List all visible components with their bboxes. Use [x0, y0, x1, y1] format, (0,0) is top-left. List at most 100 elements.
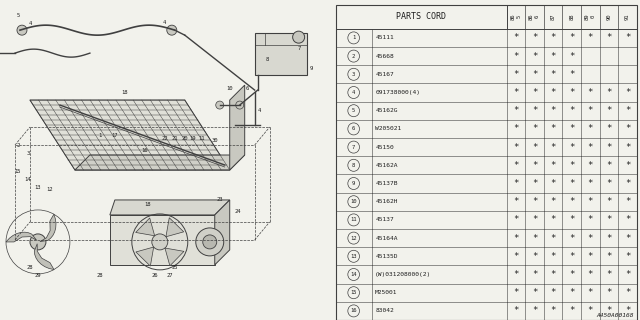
Text: *: * — [606, 88, 612, 97]
Text: 45135D: 45135D — [375, 254, 397, 259]
Text: *: * — [588, 124, 593, 133]
Text: 18: 18 — [145, 203, 151, 207]
Circle shape — [30, 234, 46, 250]
Text: *: * — [588, 33, 593, 42]
Text: *: * — [606, 106, 612, 115]
Text: *: * — [606, 288, 612, 297]
Text: 1: 1 — [99, 132, 102, 138]
Text: 27: 27 — [166, 273, 173, 278]
Text: 11: 11 — [351, 217, 357, 222]
Text: 88: 88 — [569, 13, 574, 20]
Polygon shape — [110, 200, 230, 215]
Text: *: * — [625, 143, 630, 152]
Text: *: * — [588, 161, 593, 170]
Text: *: * — [625, 270, 630, 279]
Text: 9: 9 — [352, 181, 355, 186]
Text: *: * — [625, 124, 630, 133]
Polygon shape — [136, 247, 154, 266]
Circle shape — [216, 101, 224, 109]
Text: 12: 12 — [47, 188, 53, 192]
Text: *: * — [532, 70, 537, 79]
Circle shape — [203, 235, 217, 249]
Text: 20: 20 — [182, 136, 188, 140]
Text: *: * — [625, 33, 630, 42]
Text: *: * — [569, 143, 574, 152]
Circle shape — [152, 234, 168, 250]
Text: 1: 1 — [352, 36, 355, 40]
Text: *: * — [513, 70, 518, 79]
Text: 18: 18 — [122, 90, 128, 95]
Text: *: * — [550, 33, 556, 42]
Text: *: * — [532, 288, 537, 297]
Text: *: * — [606, 234, 612, 243]
Text: *: * — [588, 252, 593, 261]
Text: *: * — [550, 124, 556, 133]
Text: *: * — [532, 252, 537, 261]
Text: W205021: W205021 — [375, 126, 401, 132]
Text: *: * — [532, 33, 537, 42]
Circle shape — [167, 25, 177, 35]
Text: 4: 4 — [258, 108, 261, 113]
Text: 24: 24 — [234, 209, 241, 214]
Text: 45162G: 45162G — [375, 108, 397, 113]
Polygon shape — [230, 85, 244, 170]
Text: *: * — [625, 252, 630, 261]
Polygon shape — [165, 248, 184, 266]
Text: *: * — [513, 179, 518, 188]
Text: *: * — [588, 88, 593, 97]
Text: *: * — [606, 161, 612, 170]
Polygon shape — [110, 215, 215, 265]
Text: *: * — [606, 33, 612, 42]
Text: 4: 4 — [28, 21, 31, 26]
Text: *: * — [513, 215, 518, 224]
Text: 22: 22 — [161, 136, 168, 140]
Text: 30: 30 — [211, 138, 218, 142]
Text: *: * — [550, 288, 556, 297]
Text: 45668: 45668 — [375, 53, 394, 59]
Text: *: * — [625, 288, 630, 297]
Text: 7: 7 — [298, 46, 301, 51]
Text: 10: 10 — [227, 85, 233, 91]
Text: 45162H: 45162H — [375, 199, 397, 204]
Text: *: * — [569, 70, 574, 79]
Circle shape — [292, 31, 305, 43]
Text: *: * — [625, 88, 630, 97]
Text: 16: 16 — [141, 148, 148, 153]
Text: *: * — [606, 252, 612, 261]
Circle shape — [236, 101, 244, 109]
Text: *: * — [569, 161, 574, 170]
Text: PARTS CORD: PARTS CORD — [396, 12, 446, 21]
Text: *: * — [513, 161, 518, 170]
Text: 26: 26 — [152, 273, 158, 278]
Text: *: * — [569, 88, 574, 97]
Text: 6: 6 — [352, 126, 355, 132]
Text: 6: 6 — [246, 85, 250, 91]
Text: *: * — [606, 307, 612, 316]
Text: *: * — [588, 197, 593, 206]
Text: 7: 7 — [352, 145, 355, 149]
Text: *: * — [513, 52, 518, 60]
Text: *: * — [550, 70, 556, 79]
Text: *: * — [569, 252, 574, 261]
Text: 15: 15 — [15, 170, 21, 174]
Text: 14: 14 — [351, 272, 357, 277]
Text: 5: 5 — [352, 108, 355, 113]
Text: 13: 13 — [351, 254, 357, 259]
Text: *: * — [588, 288, 593, 297]
Text: 83042: 83042 — [375, 308, 394, 313]
Text: 8: 8 — [266, 57, 269, 62]
Text: *: * — [569, 234, 574, 243]
Text: *: * — [513, 33, 518, 42]
Text: *: * — [569, 179, 574, 188]
Text: 90: 90 — [607, 13, 611, 20]
Text: *: * — [513, 106, 518, 115]
Text: 25: 25 — [172, 265, 178, 270]
Text: 28: 28 — [27, 265, 33, 270]
Text: 3: 3 — [352, 72, 355, 77]
Text: *: * — [513, 124, 518, 133]
Text: *: * — [569, 52, 574, 60]
Text: *: * — [569, 288, 574, 297]
Text: *: * — [532, 197, 537, 206]
Text: *: * — [606, 197, 612, 206]
Text: *: * — [532, 234, 537, 243]
